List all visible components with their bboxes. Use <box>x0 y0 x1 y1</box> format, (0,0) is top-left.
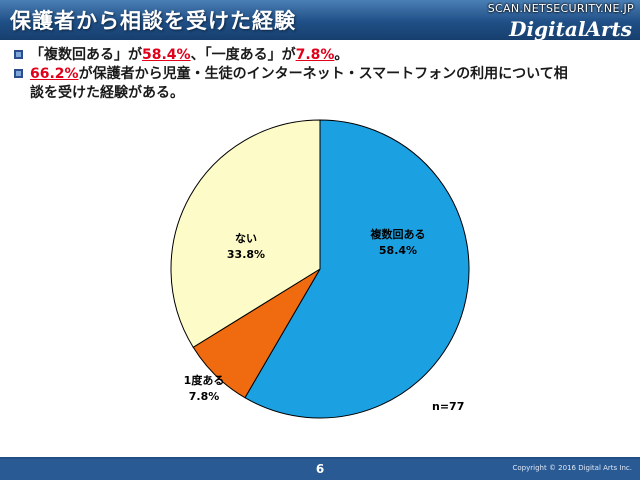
bullet-square-icon <box>14 50 23 59</box>
source-watermark: SCAN.NETSECURITY.NE.JP <box>487 2 634 15</box>
pie-slice-value-1: 7.8% <box>189 390 220 403</box>
summary-bullets: 「複数回ある」が58.4%、「一度ある」が7.8%。 66.2%が保護者から児童… <box>14 46 634 103</box>
pie-slice-label-0: 複数回ある <box>370 227 426 241</box>
bullet-1-highlight-multiple: 58.4% <box>142 47 191 63</box>
bullet-1-text-a: 「複数回ある」が <box>30 47 142 63</box>
page-number: 6 <box>315 462 325 476</box>
bullet-1-text-b: 、「一度ある」が <box>190 47 296 63</box>
footer-divider <box>0 457 640 459</box>
footer-bar: 6 Copyright © 2016 Digital Arts Inc. <box>0 459 640 480</box>
bullet-2: 66.2%が保護者から児童・生徒のインターネット・スマートフォンの利用について相… <box>14 65 634 103</box>
bullet-1-highlight-once: 7.8% <box>295 47 335 63</box>
brand-logo: DigitalArts <box>509 17 632 41</box>
title-bar: 保護者から相談を受けた経験 SCAN.NETSECURITY.NE.JP Dig… <box>0 0 640 41</box>
pie-chart: 複数回ある 58.4% 1度ある 7.8% ない 33.8% n=77 <box>170 119 470 419</box>
copyright-text: Copyright © 2016 Digital Arts Inc. <box>512 464 632 472</box>
pie-slice-label-1: 1度ある <box>184 373 225 387</box>
pie-slice-value-2: 33.8% <box>227 248 265 261</box>
pie-slice-label-2: ない <box>235 232 257 245</box>
sample-size-note: n=77 <box>432 400 464 413</box>
bullet-square-icon <box>14 69 23 78</box>
pie-slice-value-0: 58.4% <box>379 244 417 257</box>
pie-slice-2 <box>170 119 321 348</box>
pie-labels: 複数回ある 58.4% 1度ある 7.8% ない 33.8% <box>184 227 426 403</box>
bullet-2-continuation: 談を受けた経験がある。 <box>30 85 184 101</box>
pie-slices <box>170 119 470 419</box>
bullet-1-text-c: 。 <box>334 47 349 63</box>
page-title: 保護者から相談を受けた経験 <box>10 9 296 33</box>
bullet-1: 「複数回ある」が58.4%、「一度ある」が7.8%。 <box>14 46 634 65</box>
bullet-2-highlight-total: 66.2% <box>30 66 79 82</box>
bullet-2-text: が保護者から児童・生徒のインターネット・スマートフォンの利用について相 <box>78 66 568 82</box>
pie-slice-0 <box>244 119 470 419</box>
